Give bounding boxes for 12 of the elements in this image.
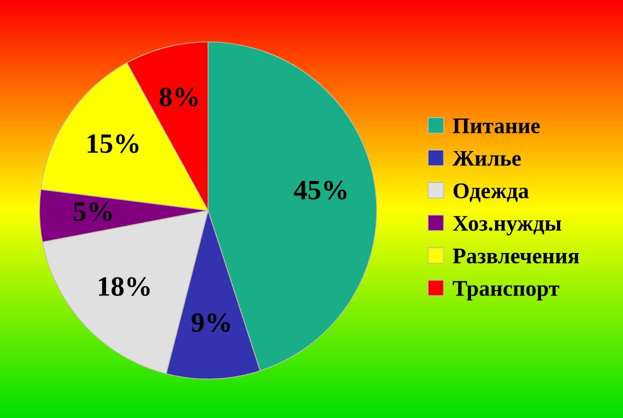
legend-label: Транспорт bbox=[452, 281, 560, 300]
data-label: 18% bbox=[98, 277, 150, 296]
data-label: 5% bbox=[74, 202, 112, 222]
data-label: 9% bbox=[192, 313, 230, 332]
data-label: 8% bbox=[160, 88, 198, 106]
data-label: 15% bbox=[88, 134, 138, 154]
legend-label: Питание bbox=[452, 118, 540, 134]
data-label: 45% bbox=[294, 180, 346, 200]
legend-label: Жилье bbox=[452, 151, 521, 166]
legend-label: Одежда bbox=[454, 183, 529, 202]
legend-label: Хоз.нужды bbox=[452, 216, 562, 236]
legend-label: Развлечения bbox=[452, 248, 580, 264]
